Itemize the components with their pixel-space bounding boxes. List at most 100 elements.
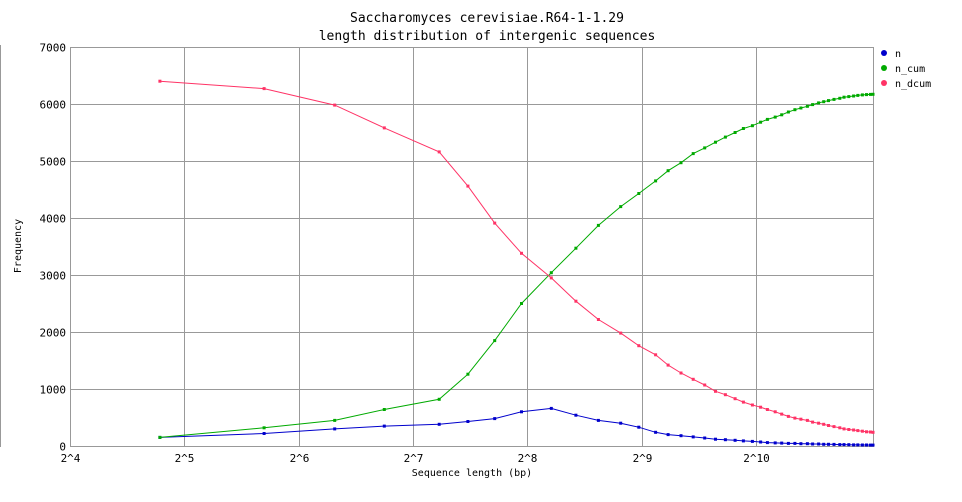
series-point-n-4 <box>437 422 441 426</box>
series-point-n_cum-6 <box>493 339 497 343</box>
series-point-n_dcum-9 <box>574 299 578 303</box>
series-point-n_cum-36 <box>838 96 842 100</box>
series-point-n_dcum-23 <box>759 405 763 409</box>
series-point-n_dcum-15 <box>679 371 683 375</box>
series-point-n_cum-21 <box>741 127 745 130</box>
series-point-n_dcum-29 <box>799 417 803 421</box>
series-point-n_cum-7 <box>520 302 523 305</box>
series-point-n-36 <box>838 443 842 447</box>
series-point-n_dcum-26 <box>780 412 784 416</box>
x-tick-label-2^6: 2^6 <box>290 452 310 465</box>
series-point-n-29 <box>799 442 803 446</box>
series-point-n_cum-39 <box>852 94 856 98</box>
plot-frame <box>70 47 874 447</box>
x-tick-label-2^4: 2^4 <box>61 452 81 465</box>
series-point-n_dcum-28 <box>793 416 797 420</box>
series-point-n_cum-18 <box>714 140 717 144</box>
series-point-n_dcum-5 <box>466 184 470 188</box>
series-point-n_dcum-35 <box>832 425 836 429</box>
series-point-n-42 <box>865 443 868 447</box>
series-point-n_dcum-40 <box>856 429 860 433</box>
series-point-n_cum-35 <box>832 97 836 101</box>
series-point-n_dcum-30 <box>805 418 809 422</box>
series-point-n_dcum-17 <box>703 383 707 387</box>
series-point-n-25 <box>773 441 777 445</box>
series-point-n_dcum-19 <box>723 393 727 397</box>
y-tick-label-5000: 5000 <box>40 156 67 169</box>
series-point-n-6 <box>493 417 497 421</box>
y-tick-label-2000: 2000 <box>40 327 67 340</box>
series-point-n-21 <box>741 439 745 443</box>
series-point-n_dcum-4 <box>437 150 441 154</box>
series-point-n_dcum-1 <box>262 87 266 91</box>
series-point-n-2 <box>333 427 337 431</box>
series-point-n_dcum-39 <box>852 428 856 432</box>
chart-title: Saccharomyces cerevisiae.R64-1-1.29 <box>350 11 624 26</box>
series-point-n_cum-26 <box>780 113 784 117</box>
series-line-n_dcum <box>159 80 874 433</box>
series-point-n_dcum-22 <box>750 403 754 407</box>
y-tick-label-6000: 6000 <box>40 99 67 112</box>
series-point-n-34 <box>827 442 830 446</box>
series-point-n_dcum-38 <box>847 428 851 431</box>
series-point-n_dcum-2 <box>333 103 337 107</box>
series-point-n_dcum-18 <box>714 389 717 393</box>
series-point-n_dcum-24 <box>765 408 769 411</box>
series-point-n_dcum-31 <box>811 420 815 424</box>
series-point-n-9 <box>574 413 578 417</box>
series-point-n_cum-10 <box>596 223 600 227</box>
series-point-n_cum-40 <box>856 93 860 97</box>
series-point-n_cum-30 <box>805 104 809 108</box>
legend-label-n_cum: n_cum <box>895 64 925 75</box>
x-tick-label-2^5: 2^5 <box>175 452 195 465</box>
legend: n n_cum n_dcum <box>881 49 931 90</box>
series-point-n_cum-31 <box>811 103 815 107</box>
series-point-n_dcum-27 <box>786 414 790 418</box>
series-point-n-11 <box>619 421 623 425</box>
series-point-n_dcum-10 <box>596 318 600 321</box>
series-point-n_dcum-3 <box>382 126 386 130</box>
series-point-n_cum-38 <box>847 95 851 99</box>
series-layer <box>158 79 875 447</box>
series-point-n-17 <box>703 436 707 440</box>
series-point-n_cum-33 <box>822 100 826 104</box>
series-point-n_cum-25 <box>773 115 777 119</box>
legend-marker-n_dcum <box>881 80 887 86</box>
series-point-n_dcum-34 <box>827 424 830 427</box>
series-point-n_dcum-32 <box>817 421 821 425</box>
x-tick-label-2^7: 2^7 <box>404 452 424 465</box>
series-point-n_dcum-36 <box>838 426 842 430</box>
series-point-n-33 <box>822 442 826 446</box>
series-point-n-1 <box>262 432 266 435</box>
series-line-n_cum <box>159 93 874 438</box>
y-tick-label-0: 0 <box>59 441 66 454</box>
series-point-n_cum-16 <box>691 152 695 156</box>
series-point-n-24 <box>765 441 769 445</box>
series-point-n_cum-2 <box>333 418 337 422</box>
series-point-n_cum-22 <box>750 124 754 128</box>
series-point-n_cum-3 <box>382 408 386 411</box>
series-point-n_cum-8 <box>549 271 553 275</box>
series-point-n_cum-27 <box>786 110 790 114</box>
series-point-n-27 <box>786 441 790 445</box>
legend-label-n_dcum: n_dcum <box>895 79 931 90</box>
series-point-n_dcum-0 <box>158 79 162 83</box>
x-tick-label-2^10: 2^10 <box>743 452 770 465</box>
series-point-n_cum-34 <box>827 99 830 103</box>
series-point-n_cum-43 <box>868 92 872 96</box>
series-point-n_cum-0 <box>158 435 162 439</box>
y-tick-label-7000: 7000 <box>40 42 67 55</box>
series-point-n-43 <box>868 443 872 447</box>
legend-marker-n_cum <box>881 65 887 71</box>
y-tick-label-4000: 4000 <box>40 213 67 226</box>
series-point-n_cum-32 <box>817 101 821 105</box>
series-point-n_dcum-7 <box>520 251 523 255</box>
series-point-n_dcum-44 <box>871 430 875 434</box>
series-point-n-39 <box>852 443 856 447</box>
legend-label-n: n <box>895 49 901 60</box>
series-point-n_dcum-6 <box>493 221 497 225</box>
series-point-n-8 <box>549 406 553 410</box>
y-tick-label-3000: 3000 <box>40 270 67 283</box>
